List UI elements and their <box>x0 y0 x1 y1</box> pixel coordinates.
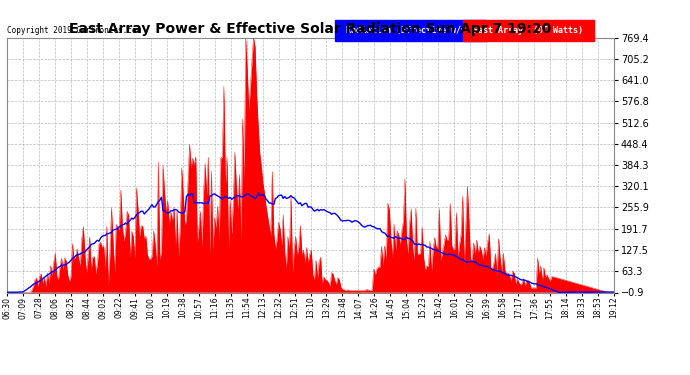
Title: East Array Power & Effective Solar Radiation Sun Apr 7 19:20: East Array Power & Effective Solar Radia… <box>70 22 551 36</box>
Text: East Array  (DC Watts): East Array (DC Watts) <box>469 26 589 35</box>
Text: Radiation (Effective w/m2): Radiation (Effective w/m2) <box>341 26 481 35</box>
Text: Copyright 2019 Cartronics.com: Copyright 2019 Cartronics.com <box>7 26 141 35</box>
